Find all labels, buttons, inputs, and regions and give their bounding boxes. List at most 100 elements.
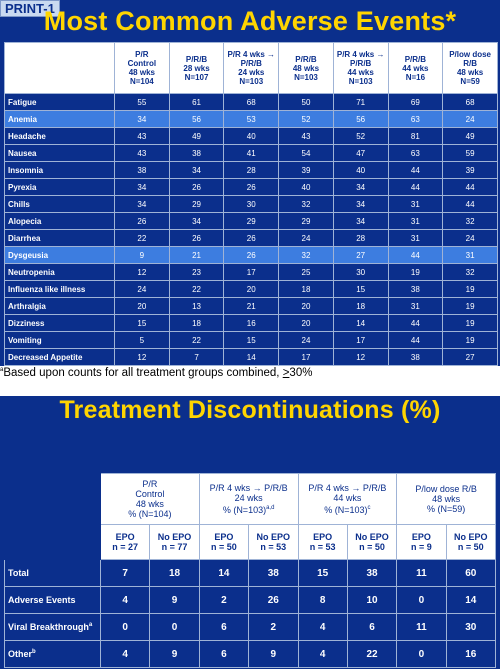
subcolumn-header-line: n = 27 — [112, 542, 139, 552]
table-cell: 31 — [387, 212, 444, 230]
slide-title: Most Common Adverse Events* — [43, 6, 457, 36]
column-header-line: N=16 — [405, 72, 426, 82]
table-cell: 34 — [332, 212, 389, 230]
subcolumn-header-line: n = 53 — [309, 542, 336, 552]
table-cell: 63 — [387, 110, 444, 128]
table-cell: 44 — [442, 195, 498, 213]
table-cell: 6 — [198, 640, 250, 668]
table-cell: 6 — [346, 613, 398, 641]
table-cell: 7 — [99, 559, 151, 587]
row-label: Alopecia — [4, 212, 115, 230]
table-cell: 6 — [198, 613, 250, 641]
table-cell: 11 — [396, 559, 447, 587]
table-cell: 12 — [114, 263, 170, 281]
table-cell: 30 — [332, 263, 389, 281]
row-label: Arthralgia — [4, 297, 115, 315]
table-cell: 43 — [114, 127, 170, 145]
subcolumn-header-line: EPO — [115, 532, 135, 542]
subcolumn-header: No EPO n = 53 — [248, 524, 299, 560]
table-cell: 38 — [248, 559, 299, 587]
footnote-marker: c — [367, 505, 371, 511]
row-label: Pyrexia — [4, 178, 115, 196]
row-label: Decreased Appetite — [4, 348, 115, 366]
table-cell: 9 — [248, 640, 299, 668]
subcolumn-header: No EPO n = 50 — [346, 524, 398, 560]
table-cell: 18 — [149, 559, 200, 587]
group-header-line: 24 wks — [234, 493, 263, 503]
column-header: P/R 4 wks → P/R/B 24 wks N=103 — [223, 42, 280, 94]
table-cell: 44 — [387, 161, 444, 179]
group-header-line: % (N=103)c — [324, 505, 371, 515]
table-cell: 24 — [442, 229, 498, 247]
table-cell: 56 — [332, 110, 389, 128]
table-cell: 8 — [168, 365, 225, 366]
row-label: Insomnia — [4, 161, 115, 179]
table-cell: 20 — [278, 297, 334, 315]
table-cell: 32 — [278, 246, 334, 264]
column-header: P/R 4 wks → P/R/B 44 wks N=103 — [332, 42, 389, 94]
table-cell: 38 — [387, 280, 444, 298]
row-label: Adverse Events — [4, 586, 101, 614]
column-header-line: P/R/B — [349, 59, 372, 68]
table-cell: 11 — [396, 613, 447, 641]
table-cell: 63 — [387, 144, 444, 162]
table-cell: 27 — [442, 348, 498, 366]
row-label: Nausea — [4, 144, 115, 162]
footnote-text: Based upon counts for all treatment grou… — [3, 367, 283, 379]
table-cell: 4 — [297, 640, 348, 668]
table-cell: 38 — [114, 161, 170, 179]
table-cell: 38 — [346, 559, 398, 587]
subcolumn-header-line: EPO — [313, 532, 333, 542]
table-cell: 15 — [332, 280, 389, 298]
table-cell: 20 — [278, 314, 334, 332]
group-header-line: P/R 4 wks → P/R/B — [209, 483, 288, 493]
table-row: Headache 43 49 40 43 52 81 49 — [4, 127, 498, 145]
table-cell: 16 — [223, 314, 280, 332]
table-cell: 19 — [442, 297, 498, 315]
subcolumn-header-line: No EPO — [454, 532, 488, 542]
table-cell: 20 — [223, 280, 280, 298]
adverse-events-slide: PRINT-1 Most Common Adverse Events* P/R C… — [0, 0, 500, 366]
table-cell: 59 — [442, 144, 498, 162]
table-cell: 44 — [387, 331, 444, 349]
group-header: P/low dose R/B 48 wks% (N=59) — [396, 473, 496, 525]
table-cell: 10 — [114, 365, 170, 366]
table-cell: 9 — [278, 365, 334, 366]
table-cell: 14 — [332, 314, 389, 332]
table-cell: 53 — [223, 110, 280, 128]
row-label-text: Viral Breakthrough — [8, 622, 89, 632]
subcolumn-header: EPO n = 53 — [297, 524, 348, 560]
table-cell: 18 — [168, 314, 225, 332]
subcolumn-header-line: No EPO — [256, 532, 291, 542]
footnote-value: >30% — [282, 367, 313, 379]
subcolumn-header: No EPO n = 77 — [149, 524, 200, 560]
table-cell: 24 — [278, 229, 334, 247]
footnote-marker: a — [0, 367, 4, 374]
table-cell: 68 — [442, 93, 498, 111]
table-cell: 34 — [114, 110, 170, 128]
table-cell: 34 — [168, 212, 225, 230]
table-row: Arthralgia 20 13 21 20 18 31 19 — [4, 297, 498, 315]
group-header: P/R 4 wks → P/R/B 24 wks % (N=103)a,d — [198, 473, 299, 525]
subheader-row: EPO n = 27 No EPO n = 77 EPO n = 50 No EPO n = … — [4, 524, 497, 560]
table-row: Neutropenia 12 23 17 25 30 19 32 — [4, 263, 498, 281]
table-cell: 12 — [114, 348, 170, 366]
row-label: Fatigue — [4, 93, 115, 111]
table-row: Influenza like illness 24 22 20 18 15 38 19 — [4, 280, 498, 298]
column-header-line: P/R/B — [185, 54, 208, 64]
table-cell: 17 — [332, 331, 389, 349]
table-cell: 54 — [278, 144, 334, 162]
table-cell: 26 — [114, 212, 170, 230]
column-header-line: N=103 — [294, 72, 318, 82]
table-row: Viral Breakthrougha 0 0 6 2 4 6 11 30 — [4, 613, 497, 641]
group-header-line: % (N=103)a,d — [222, 505, 275, 515]
table-cell: 16 — [445, 640, 497, 668]
row-label: Dysgeusia — [4, 246, 115, 264]
column-header-line: N=59 — [460, 77, 480, 86]
table-cell: 4 — [99, 640, 151, 668]
table-row: Adverse Events 4 9 2 26 8 10 0 14 — [4, 586, 497, 614]
table-cell: 44 — [387, 314, 444, 332]
row-label: Anemia — [4, 110, 115, 128]
column-header-line: P/R — [135, 50, 149, 59]
table-cell: 19 — [442, 314, 498, 332]
